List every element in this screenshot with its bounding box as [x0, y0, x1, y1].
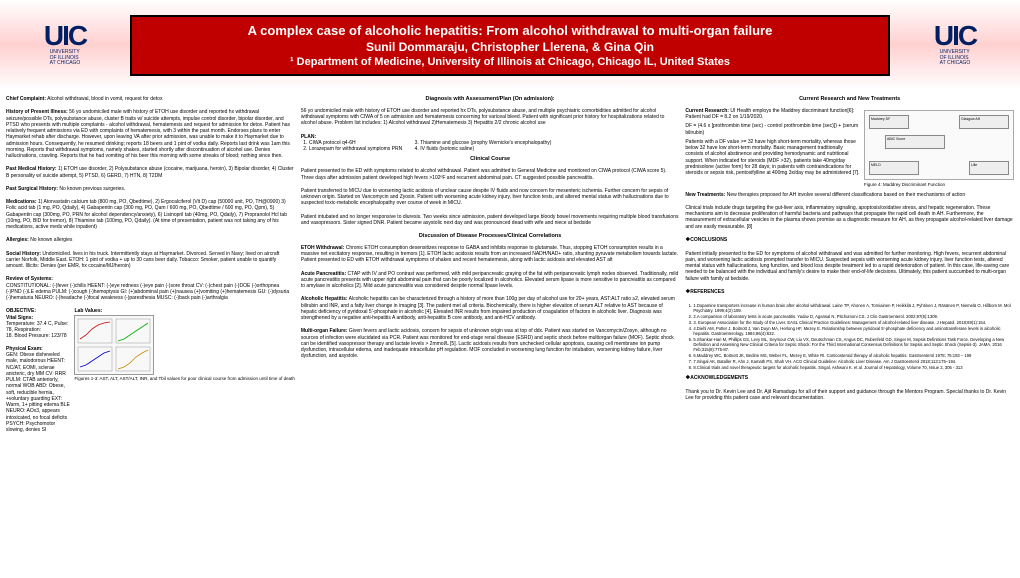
ref-7: 7.Singal AK, Bataller R, Ahn J, Kamath P…: [693, 359, 1014, 364]
column-left: Chief Complaint: Alcohol withdrawal, blo…: [6, 96, 295, 572]
figure-1-3: [74, 315, 154, 375]
cc-para2: Patient transferred to MICU due to worse…: [301, 188, 679, 207]
alcoholic-hepatitis: Alcoholic Hepatitis: Alcoholic hepatitis…: [301, 296, 679, 321]
clinical-course-title: Clinical Course: [301, 156, 679, 163]
pe-text: GEN: Obese disheveled male, malodorous H…: [6, 352, 70, 433]
cr-para2: Patients with a DF value >= 32 have high…: [685, 139, 860, 177]
cr-para1: Current Research: UI Health employs the …: [685, 108, 860, 121]
poster-root: UIC UNIVERSITYOF ILLINOISAT CHICAGO A co…: [0, 0, 1020, 578]
current-research-title: Current Research and New Treatments: [685, 96, 1014, 103]
ros-block: Review of Systems: CONSTITUTIONAL: (-)fe…: [6, 276, 295, 304]
logo-sub-left: UNIVERSITYOF ILLINOISAT CHICAGO: [50, 50, 81, 67]
poster-title: A complex case of alcoholic hepatitis: F…: [152, 23, 868, 38]
lab-values-block: Lab Values: Figures 1-: [74, 308, 294, 381]
chief-complaint: Chief Complaint: Alcohol withdrawal, blo…: [6, 96, 295, 102]
plan-item-4: IV fluids (isotonic saline): [420, 146, 551, 152]
poster-authors: Sunil Dommaraju, Christopher Llerena, & …: [152, 40, 868, 54]
column-right: Current Research and New Treatments Curr…: [685, 96, 1014, 572]
cc-para1: Patient presented to the ED with symptom…: [301, 168, 679, 181]
logo-left: UIC UNIVERSITYOF ILLINOISAT CHICAGO: [10, 23, 120, 67]
figure-4-block: Maddrey DF Glasgow AH ABIC Score MELD Li…: [864, 108, 1014, 188]
column-middle: Diagnosis with Assessment/Plan (On admis…: [301, 96, 679, 572]
ref-2: 2.A comparison of laboratory tests in ac…: [693, 314, 1014, 319]
logo-right: UIC UNIVERSITYOF ILLINOISAT CHICAGO: [900, 23, 1010, 67]
social-history: Social History: Undomiciled. lives in hi…: [6, 251, 295, 270]
psh: Past Surgical History: No known previous…: [6, 186, 295, 192]
pmh: Past Medical History: 1) ETOH use disord…: [6, 166, 295, 179]
ref-1: 1.Dopamine transporters increase in huma…: [693, 303, 1014, 313]
acute-pancreatitis: Acute Pancreatitis: CTAP with IV and PO …: [301, 271, 679, 290]
vitals-line1: Temperature: 37.4 C, Pulse: 78, Respirat…: [6, 321, 70, 334]
hpi: History of Present Illness: 56 yo undomi…: [6, 109, 295, 159]
logo-text-right: UIC: [934, 23, 976, 48]
ref-4: 4.Diehl AM, Potter J, Boitnott J, Van Du…: [693, 326, 1014, 336]
fig4-caption: Figure 4: Maddrey Discriminant Function: [864, 182, 1014, 188]
ros-text: CONSTITUTIONAL: (-)fever (-)chills HEENT…: [6, 283, 295, 302]
references-list: 1.Dopamine transporters increase in huma…: [693, 303, 1014, 371]
poster-dept: ¹ Department of Medicine, University of …: [152, 56, 868, 68]
multi-organ-failure: Multi-organ Failure: Given fevers and la…: [301, 328, 679, 359]
logo-text-left: UIC: [44, 23, 86, 48]
ref-8: 8.Clinical trials and novel therapeutic …: [693, 365, 1014, 370]
cc-para3: Patient intubated and no longer responsi…: [301, 214, 679, 227]
references-label: ❖REFERENCES: [685, 289, 1014, 296]
plan-block: PLAN: CIWA protocol q4-6H Lorazepam for …: [301, 134, 679, 153]
ack-text: Thank you to Dr. Kevin Lee and Dr. Ajit …: [685, 389, 1014, 402]
plan-item-2: Lorazepam for withdrawal symptoms PRN: [309, 146, 402, 152]
title-box: A complex case of alcoholic hepatitis: F…: [130, 15, 890, 76]
poster-body: Chief Complaint: Alcohol withdrawal, blo…: [0, 90, 1020, 578]
conclusions-block: ❖CONCLUSIONS: [685, 237, 1014, 244]
new-treatments-2: Clinical trials include drugs targeting …: [685, 205, 1014, 230]
objective-block: OBJECTIVE: Vital Signs: Temperature: 37.…: [6, 308, 295, 436]
ack-label: ❖ACKNOWLEDGEMENTS: [685, 375, 1014, 382]
dx-title: Diagnosis with Assessment/Plan (On admis…: [301, 96, 679, 103]
etoh-withdrawal: ETOH Withdrawal: Chronic ETOH consumptio…: [301, 245, 679, 264]
medications: Medications: 1) Atorvastatin calcium tab…: [6, 199, 295, 230]
ref-5: 5.Shankar-Hari M, Phillips GS, Levy ML, …: [693, 337, 1014, 352]
ref-3: 3. European Association for the Study of…: [693, 320, 1014, 325]
logo-sub-right: UNIVERSITYOF ILLINOISAT CHICAGO: [940, 50, 971, 67]
fig1-caption: Figures 1-3: AST, ALT, AST/ALT, INR, and…: [74, 376, 294, 382]
allergies: Allergies: No known allergies: [6, 237, 295, 243]
poster-header: UIC UNIVERSITYOF ILLINOISAT CHICAGO A co…: [0, 0, 1020, 90]
dx-para: 56 yo undomiciled male with history of E…: [301, 108, 679, 127]
vitals-line2: 18. Blood Pressure: 123/78: [6, 333, 70, 339]
ref-6: 6.Maddrey WC, Boitnott JK, Bedine MS, We…: [693, 353, 1014, 358]
discussion-title: Discussion of Disease Processes/Clinical…: [301, 233, 679, 240]
conclusions-text: Patient initially presented to the ED fo…: [685, 251, 1014, 282]
figure-4: Maddrey DF Glasgow AH ABIC Score MELD Li…: [864, 110, 1014, 180]
cr-formula: DF = (4.6 x [prothrombin time (sec) - co…: [685, 123, 860, 136]
new-treatments: New Treatments: New therapies proposed f…: [685, 192, 1014, 198]
